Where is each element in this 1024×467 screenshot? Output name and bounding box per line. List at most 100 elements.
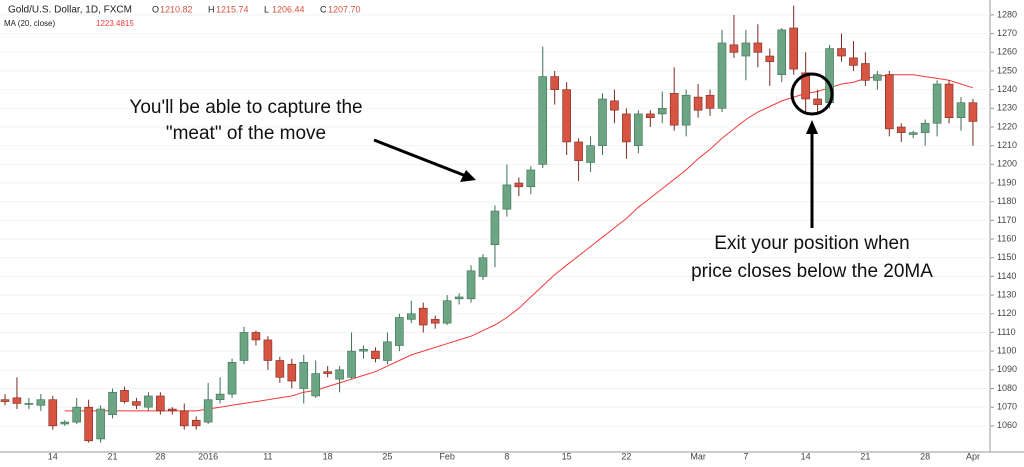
ohlc-value: 1215.74 bbox=[216, 4, 249, 14]
candle-body bbox=[896, 126, 906, 133]
candle-body bbox=[395, 317, 404, 346]
candle-body bbox=[371, 350, 380, 359]
candle-body bbox=[634, 113, 643, 146]
candle-body bbox=[837, 48, 846, 57]
candle-body bbox=[287, 363, 297, 382]
ohlc-value: 1206.44 bbox=[272, 4, 305, 14]
candle-body bbox=[693, 96, 703, 111]
y-tick-label: 1220 bbox=[997, 121, 1017, 131]
ohlc-key: C bbox=[320, 4, 327, 14]
candle-body bbox=[944, 83, 954, 118]
candle-body bbox=[36, 399, 46, 406]
candle-body bbox=[873, 74, 882, 81]
candle-body bbox=[359, 348, 368, 352]
candle-body bbox=[48, 399, 58, 427]
candle-body bbox=[538, 76, 548, 165]
x-tick-label: Apr bbox=[966, 451, 980, 461]
candle-body bbox=[191, 419, 201, 427]
candle-body bbox=[789, 27, 799, 70]
candle-body bbox=[478, 257, 488, 277]
candle-body bbox=[60, 421, 70, 425]
y-tick-label: 1120 bbox=[997, 308, 1016, 318]
y-tick-label: 1240 bbox=[997, 84, 1017, 94]
x-tick-label: 21 bbox=[108, 451, 118, 461]
candle-body bbox=[741, 42, 751, 57]
x-tick-label: 21 bbox=[860, 451, 870, 461]
candle-body bbox=[335, 369, 344, 380]
ohlc-key: H bbox=[208, 4, 215, 14]
y-tick-label: 1160 bbox=[997, 233, 1016, 243]
x-tick-label: 7 bbox=[743, 451, 748, 461]
candle-body bbox=[622, 113, 631, 143]
y-tick-label: 1180 bbox=[997, 196, 1016, 206]
x-tick-label: 15 bbox=[562, 451, 572, 461]
candle-body bbox=[968, 102, 978, 122]
annotation: price closes below the 20MA bbox=[691, 261, 933, 282]
ohlc-value: 1207.70 bbox=[328, 4, 361, 14]
candle-body bbox=[765, 55, 775, 62]
candle-body bbox=[586, 145, 595, 163]
arrow-head bbox=[460, 170, 476, 182]
y-tick-label: 1060 bbox=[997, 420, 1017, 430]
x-tick-label: 2016 bbox=[198, 451, 218, 461]
candle-body bbox=[813, 98, 822, 105]
arrow bbox=[806, 120, 818, 228]
candle-body bbox=[669, 93, 679, 126]
candle-body bbox=[610, 100, 619, 111]
candle-body bbox=[156, 395, 165, 412]
y-tick-label: 1150 bbox=[997, 252, 1016, 262]
indicator-value: 1223.4815 bbox=[96, 19, 134, 28]
candle-body bbox=[251, 332, 261, 341]
candle-body bbox=[275, 360, 285, 378]
candle-body bbox=[347, 350, 356, 378]
candle-body bbox=[908, 132, 918, 135]
annotation: You'll be able to capture the bbox=[129, 97, 362, 118]
candle-body bbox=[442, 300, 452, 324]
y-tick-label: 1170 bbox=[997, 215, 1016, 225]
candle-body bbox=[932, 83, 942, 124]
x-tick-label: 28 bbox=[155, 451, 165, 461]
candle-body bbox=[132, 401, 141, 406]
y-tick-label: 1230 bbox=[997, 103, 1017, 113]
candle-body bbox=[179, 410, 189, 427]
y-tick-label: 1280 bbox=[997, 9, 1017, 19]
x-tick-label: 11 bbox=[263, 451, 272, 461]
candle-body bbox=[681, 94, 691, 126]
candle-body bbox=[430, 319, 440, 324]
x-tick-label: 14 bbox=[801, 451, 811, 461]
candle-body bbox=[550, 76, 560, 90]
candle-body bbox=[920, 122, 930, 133]
ohlc-value: 1210.82 bbox=[160, 4, 193, 14]
candle-body bbox=[84, 406, 93, 442]
candle-body bbox=[502, 184, 512, 210]
candle-body bbox=[227, 362, 237, 395]
candle-body bbox=[514, 182, 524, 188]
candle-body bbox=[24, 403, 34, 405]
plot bbox=[0, 5, 978, 443]
candle-body bbox=[383, 341, 392, 361]
ohlc-header: O 1210.82 H 1215.74 L 1206.44 C 1207.70 bbox=[152, 4, 361, 14]
candle-body bbox=[0, 399, 10, 402]
candle-body bbox=[406, 313, 416, 320]
candle-body bbox=[861, 63, 870, 81]
arrow-shaft bbox=[373, 138, 467, 178]
candle-body bbox=[490, 210, 500, 245]
candle-body bbox=[215, 393, 225, 401]
candle-body bbox=[598, 98, 607, 146]
candle-body bbox=[729, 44, 739, 53]
candle-body bbox=[657, 108, 667, 115]
candle-body bbox=[239, 332, 249, 361]
candle-body bbox=[120, 390, 129, 402]
candle-body bbox=[311, 373, 321, 397]
x-tick-label: 14 bbox=[48, 451, 58, 461]
candle-body bbox=[717, 42, 727, 109]
annotation: "meat" of the move bbox=[166, 123, 326, 144]
ohlc-key: O bbox=[152, 4, 159, 14]
candle-body bbox=[645, 113, 655, 118]
y-tick-label: 1130 bbox=[997, 289, 1016, 299]
candle-body bbox=[562, 89, 571, 143]
y-tick-label: 1190 bbox=[997, 177, 1016, 187]
candle-body bbox=[418, 307, 428, 326]
